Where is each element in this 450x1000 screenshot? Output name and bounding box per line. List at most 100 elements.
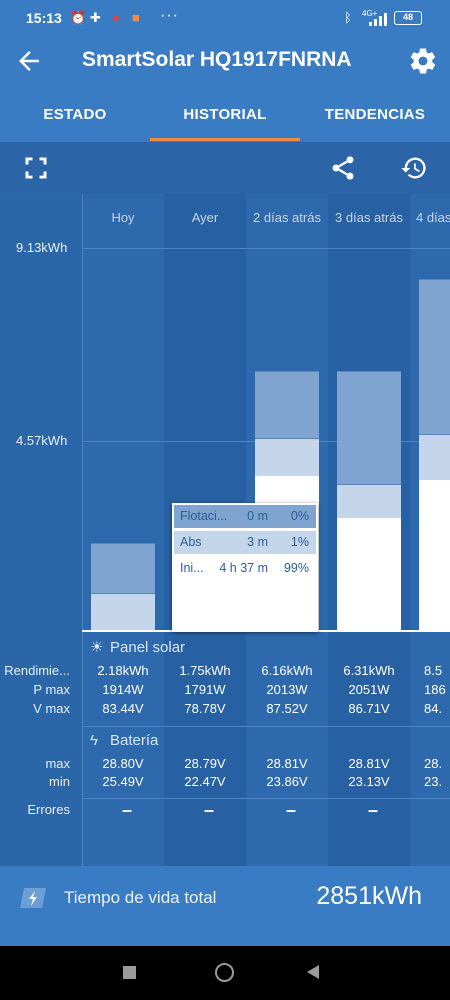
tooltip-time: 3 m — [247, 535, 268, 549]
bar-segment-float[interactable] — [91, 542, 155, 594]
tab-bar: ESTADO HISTORIAL TENDENCIAS — [0, 88, 450, 142]
y-tick-max: 9.13kWh — [16, 240, 68, 255]
app-bar: SmartSolar HQ1917FNRNA — [0, 38, 450, 88]
bar-segment-abs[interactable] — [419, 433, 450, 480]
alarm-icon: ⏰ — [70, 10, 87, 25]
bar-segment-float[interactable] — [255, 370, 319, 439]
tooltip-row-float: Flotaci... 0 m 0% — [174, 505, 316, 528]
day-header-2-dias[interactable]: 2 días atrás — [253, 210, 321, 225]
bar-segment-abs[interactable] — [91, 593, 155, 631]
share-icon[interactable] — [329, 154, 357, 182]
history-panel[interactable]: 9.13kWh 4.57kWh Hoy Ayer 2 días atrás 3 … — [0, 194, 450, 866]
day-column-bg — [82, 194, 164, 866]
section-header-bateria: ϟ Batería — [90, 732, 158, 749]
tooltip-percent: 1% — [290, 535, 309, 549]
day-header-hoy[interactable]: Hoy — [111, 210, 135, 225]
tooltip-percent: 99% — [283, 561, 309, 575]
bar-segment-float[interactable] — [419, 278, 450, 434]
y-tick-mid: 4.57kWh — [16, 433, 68, 448]
fullscreen-icon[interactable] — [22, 154, 50, 182]
tooltip-time: 4 h 37 m — [219, 561, 268, 575]
error-value: – — [203, 800, 214, 820]
table-cell: 2051W — [348, 682, 390, 697]
row-label-max: max — [45, 756, 70, 771]
row-label-errores: Errores — [27, 802, 70, 817]
tooltip-time: 0 m — [247, 509, 268, 523]
sun-icon: ☀ — [90, 639, 104, 656]
table-cell: 78.78V — [184, 701, 226, 716]
row-label-pmax: P max — [33, 682, 70, 697]
table-cell: 1791W — [184, 682, 226, 697]
signal-label: 4G+ — [362, 9, 378, 18]
error-value: – — [285, 800, 296, 820]
bar-segment-abs[interactable] — [255, 438, 319, 476]
bluetooth-icon: ᛒ — [344, 10, 352, 25]
status-bar: 15:13 ⏰ ✚ ● ■ ··· ᛒ 4G+ 48 — [0, 0, 450, 38]
table-cell: 6.31kWh — [343, 663, 395, 678]
recents-button[interactable] — [123, 966, 136, 979]
tooltip-row-bulk: Ini... 4 h 37 m 99% — [174, 557, 316, 580]
tab-estado[interactable]: ESTADO — [43, 106, 107, 123]
table-cell: 2013W — [266, 682, 308, 697]
table-cell: 23. — [424, 774, 443, 789]
bar-segment-float[interactable] — [337, 370, 401, 485]
table-cell: 28. — [424, 756, 443, 771]
bar-segment-bulk[interactable] — [419, 479, 450, 631]
table-cell: 86.71V — [348, 701, 390, 716]
day-header-3-dias[interactable]: 3 días atrás — [335, 210, 403, 225]
grid-line-top — [82, 248, 450, 249]
row-label-rendimiento: Rendimie... — [4, 663, 70, 678]
section-divider — [82, 798, 450, 799]
table-cell: 22.47V — [184, 774, 226, 789]
bar-tooltip: Flotaci... 0 m 0% Abs 3 m 1% Ini... 4 h … — [172, 503, 318, 632]
section-title: Panel solar — [110, 639, 186, 656]
tooltip-name: Abs — [180, 535, 202, 549]
back-button[interactable] — [307, 965, 319, 979]
bar-segment-bulk[interactable] — [337, 517, 401, 631]
system-nav-bar — [0, 946, 450, 1000]
section-title: Batería — [110, 732, 159, 749]
back-arrow-icon[interactable] — [14, 46, 44, 76]
table-cell: 1914W — [102, 682, 144, 697]
lightning-badge-icon — [20, 888, 46, 908]
table-cell: 28.81V — [266, 756, 308, 771]
table-cell: 23.86V — [266, 774, 308, 789]
table-cell: 23.13V — [348, 774, 390, 789]
lifetime-value: 2851kWh — [316, 882, 422, 910]
section-divider — [82, 726, 450, 727]
column-divider — [82, 194, 83, 866]
history-toolbar — [0, 142, 450, 194]
tab-tendencias[interactable]: TENDENCIAS — [324, 106, 426, 123]
lifetime-label: Tiempo de vida total — [64, 888, 217, 907]
gear-icon[interactable] — [408, 46, 438, 76]
day-header-ayer[interactable]: Ayer — [191, 210, 219, 225]
app-notification-icon: ● — [112, 10, 120, 25]
section-header-panel-solar: ☀ Panel solar — [90, 638, 185, 656]
table-cell: 84. — [424, 701, 443, 716]
table-cell: 1.75kWh — [179, 663, 231, 678]
row-label-min: min — [49, 774, 70, 789]
tooltip-name: Ini... — [180, 561, 204, 575]
more-notifications-icon: ··· — [160, 7, 179, 24]
bolt-icon: ϟ — [90, 732, 98, 749]
bar-segment-abs[interactable] — [337, 484, 401, 518]
tab-historial[interactable]: HISTORIAL — [183, 106, 267, 123]
table-cell: 25.49V — [102, 774, 144, 789]
table-cell: 8.5 — [424, 663, 443, 678]
tooltip-name: Flotaci... — [180, 509, 228, 523]
app-notification-icon-2: ■ — [132, 10, 140, 25]
table-cell: 87.52V — [266, 701, 308, 716]
label-column — [0, 194, 82, 866]
error-value: – — [121, 800, 132, 820]
history-icon[interactable] — [400, 154, 428, 182]
tooltip-row-abs: Abs 3 m 1% — [174, 531, 316, 554]
status-time: 15:13 — [26, 10, 62, 26]
table-cell: 28.79V — [184, 756, 226, 771]
signal-icon — [369, 13, 387, 26]
home-button[interactable] — [215, 963, 234, 982]
error-value: – — [367, 800, 378, 820]
tooltip-percent: 0% — [290, 509, 309, 523]
table-cell: 6.16kWh — [261, 663, 313, 678]
day-header-4-dias[interactable]: 4 días — [416, 210, 450, 225]
plus-icon: ✚ — [90, 10, 101, 25]
